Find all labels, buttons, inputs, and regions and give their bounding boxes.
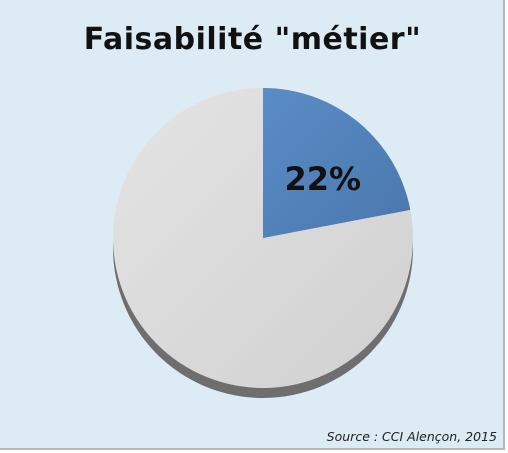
pie-slice-1	[112, 88, 413, 388]
slice-label-0: 22%	[285, 160, 362, 198]
source-note: Source : CCI Alençon, 2015	[326, 429, 497, 444]
chart-title: Faisabilité "métier"	[83, 22, 422, 57]
pie-slice-0	[263, 88, 411, 238]
